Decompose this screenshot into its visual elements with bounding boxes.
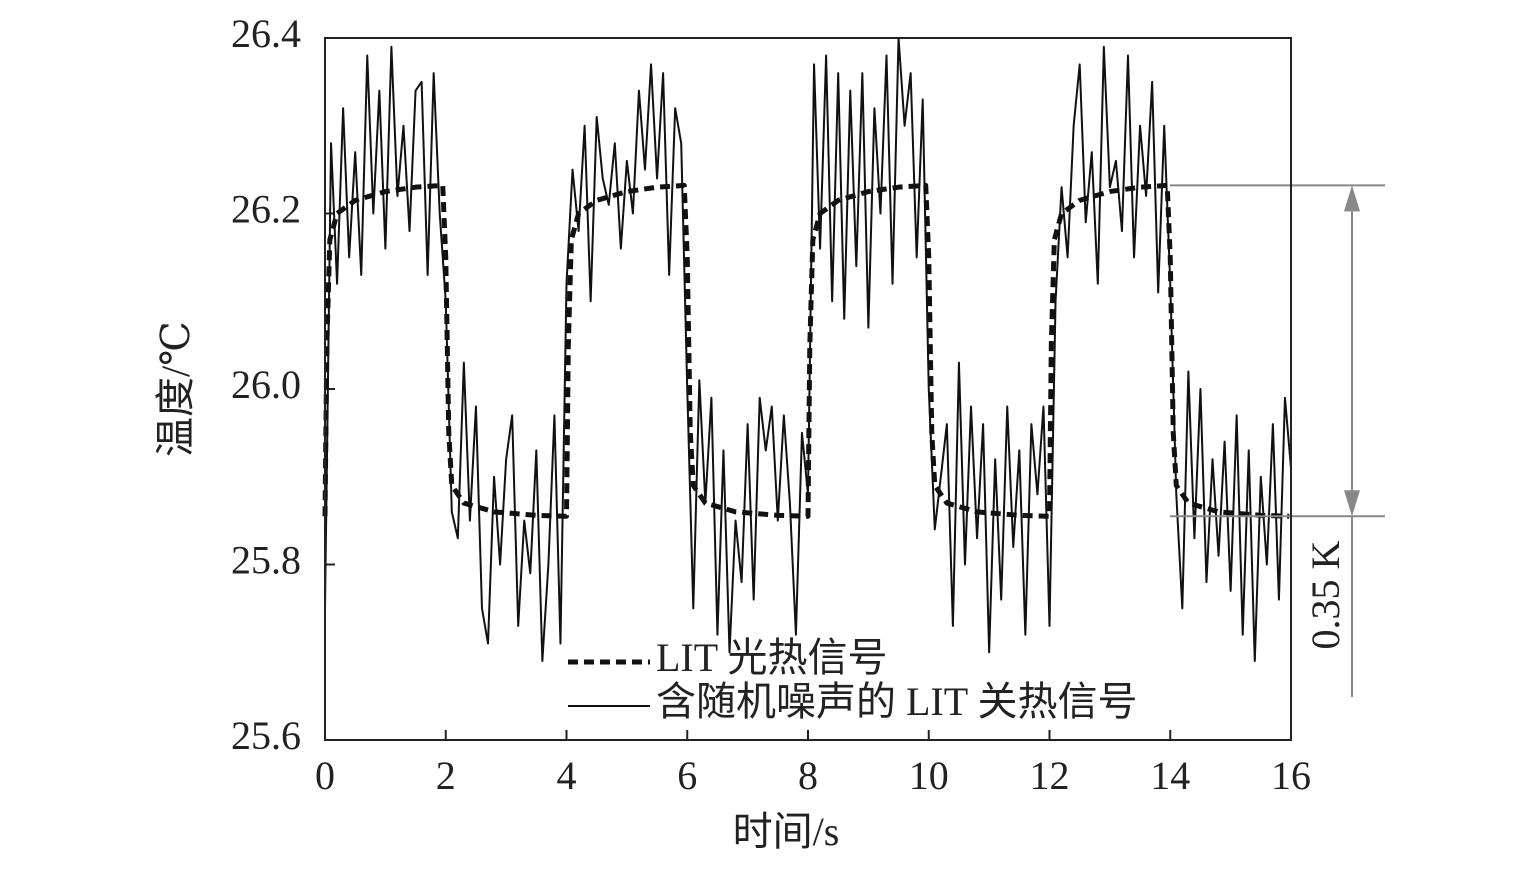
- x-tick-label: 16: [1271, 753, 1311, 798]
- x-axis-label: 时间/s: [733, 809, 840, 854]
- y-tick-label: 25.8: [231, 538, 301, 583]
- x-tick-label: 6: [677, 753, 697, 798]
- x-tick-label: 12: [1030, 753, 1070, 798]
- series-line: [324, 37, 1292, 663]
- x-tick-label: 2: [436, 753, 456, 798]
- annotation: 0.35 K: [1303, 540, 1348, 649]
- series-line: [322, 182, 1290, 519]
- y-tick-label: 25.6: [231, 713, 301, 758]
- plot-frame: [324, 37, 1292, 741]
- legend-label: LIT 光热信号: [656, 635, 887, 680]
- annotation-arrowhead: [1344, 185, 1360, 212]
- x-tick-label: 0: [315, 753, 335, 798]
- y-tick-label: 26.2: [231, 187, 301, 232]
- x-tick-label: 14: [1150, 753, 1190, 798]
- y-tick-label: 26.4: [231, 11, 301, 56]
- y-axis-label: 温度/℃: [153, 321, 198, 457]
- legend-label: 含随机噪声的 LIT 关热信号: [656, 679, 1137, 724]
- x-tick-label: 10: [909, 753, 949, 798]
- annotation-arrowhead: [1344, 490, 1360, 517]
- x-tick-label: 8: [798, 753, 818, 798]
- y-tick-label: 26.0: [231, 362, 301, 407]
- x-tick-label: 4: [557, 753, 577, 798]
